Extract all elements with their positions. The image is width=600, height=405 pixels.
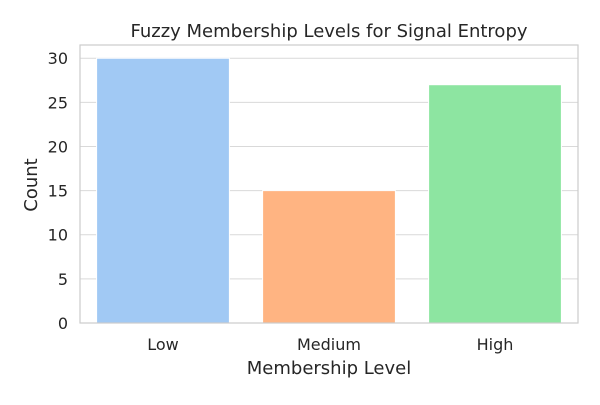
x-tick-labels: Low Medium High [147,335,513,354]
x-tick-label-medium: Medium [297,335,361,354]
plot-frame [79,44,579,324]
bar-high [428,84,562,324]
x-axis-label: Membership Level [247,358,412,379]
y-tick-label: 20 [48,137,68,156]
x-tick-label-high: High [477,335,514,354]
x-tick-label-low: Low [147,335,179,354]
chart-title: Fuzzy Membership Levels for Signal Entro… [130,21,527,42]
y-tick-label: 0 [58,314,68,333]
y-tick-label: 15 [48,182,68,201]
bar-low [96,57,230,324]
y-tick-labels: 0 5 10 15 20 25 30 [48,49,68,333]
y-tick-label: 10 [48,226,68,245]
bar-medium [262,190,396,324]
y-axis-label: Count [21,158,42,211]
y-tick-label: 30 [48,49,68,68]
y-tick-label: 5 [58,270,68,289]
y-tick-label: 25 [48,93,68,112]
